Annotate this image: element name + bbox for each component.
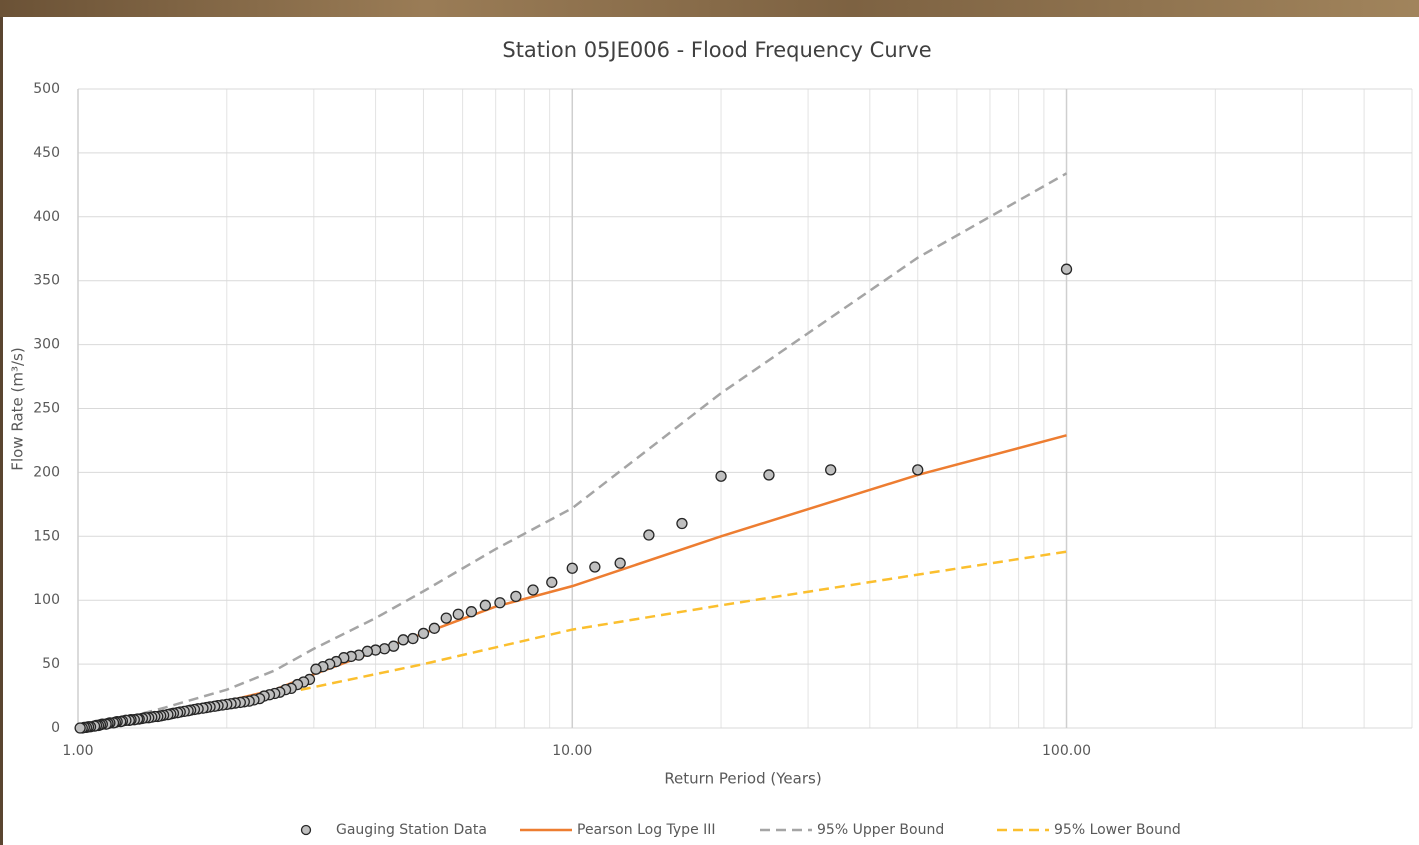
y-tick-label: 200 <box>33 464 60 480</box>
data-point <box>590 562 600 572</box>
x-tick-label: 100.00 <box>1042 743 1091 759</box>
data-point <box>466 607 476 617</box>
grid <box>78 89 1412 728</box>
x-axis-title: Return Period (Years) <box>664 770 821 788</box>
data-point <box>567 563 577 573</box>
x-tick-label: 10.00 <box>552 743 592 759</box>
y-tick-label: 450 <box>33 145 60 161</box>
legend-label: Gauging Station Data <box>336 822 487 838</box>
data-point <box>826 465 836 475</box>
legend: Gauging Station Data Pearson Log Type III… <box>302 822 1181 838</box>
y-tick-label: 50 <box>42 656 60 672</box>
header-texture <box>0 0 1419 17</box>
y-tick-label: 500 <box>33 81 60 97</box>
data-point <box>480 600 490 610</box>
data-point <box>528 585 538 595</box>
data-point <box>408 634 418 644</box>
data-point <box>677 519 687 529</box>
y-tick-label: 250 <box>33 401 60 417</box>
legend-label: 95% Lower Bound <box>1054 822 1181 838</box>
legend-marker <box>302 826 311 835</box>
data-point <box>547 577 557 587</box>
x-tick-label: 1.00 <box>62 743 93 759</box>
series-line <box>80 173 1066 728</box>
data-point <box>429 623 439 633</box>
data-point <box>418 628 428 638</box>
data-point <box>398 635 408 645</box>
data-point <box>913 465 923 475</box>
data-point <box>1062 264 1072 274</box>
data-point <box>615 558 625 568</box>
data-point <box>644 530 654 540</box>
legend-label: Pearson Log Type III <box>577 822 716 838</box>
data-point <box>453 609 463 619</box>
data-point <box>311 664 321 674</box>
plot-area <box>75 173 1071 733</box>
y-tick-label: 0 <box>51 720 60 736</box>
y-tick-label: 350 <box>33 273 60 289</box>
legend-label: 95% Upper Bound <box>817 822 944 838</box>
data-point <box>75 723 85 733</box>
series-line <box>80 435 1066 728</box>
chart: Station 05JE006 - Flood Frequency Curve … <box>0 0 1419 845</box>
y-tick-label: 150 <box>33 528 60 544</box>
data-point <box>495 598 505 608</box>
y-tick-label: 300 <box>33 337 60 353</box>
data-point <box>716 471 726 481</box>
left-edge <box>0 17 3 845</box>
y-tick-label: 100 <box>33 592 60 608</box>
data-point <box>441 613 451 623</box>
data-point <box>511 591 521 601</box>
y-axis-title: Flow Rate (m³/s) <box>9 347 27 470</box>
y-tick-label: 400 <box>33 209 60 225</box>
data-point <box>764 470 774 480</box>
chart-title: Station 05JE006 - Flood Frequency Curve <box>502 38 931 62</box>
data-point <box>389 641 399 651</box>
